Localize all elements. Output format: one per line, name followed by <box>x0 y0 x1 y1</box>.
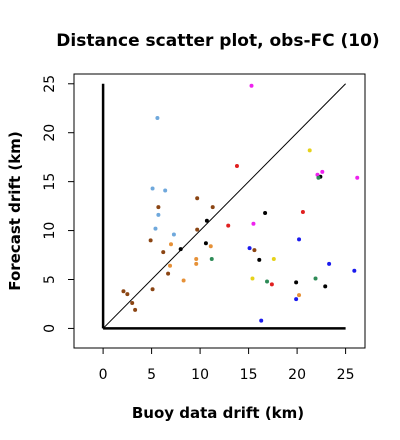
plot-frame <box>73 73 366 349</box>
y-tick-label: 20 <box>42 124 58 142</box>
data-point <box>203 241 208 246</box>
x-tick-label: 10 <box>191 367 209 383</box>
data-point <box>194 256 199 261</box>
data-point <box>156 212 161 217</box>
data-point <box>125 292 130 297</box>
identity-line <box>102 83 346 329</box>
chart-title: Distance scatter plot, obs-FC (10) <box>56 31 379 51</box>
data-point <box>150 186 155 191</box>
data-point <box>156 205 161 210</box>
data-point <box>249 83 254 88</box>
data-point <box>271 256 276 261</box>
data-point <box>171 232 176 237</box>
data-point <box>208 244 213 249</box>
data-point <box>294 297 299 302</box>
data-point <box>327 261 332 266</box>
data-point <box>133 307 138 312</box>
data-point <box>307 148 312 153</box>
data-point <box>195 227 200 232</box>
y-axis-ticks: 0 5 10 15 20 25 <box>42 75 74 333</box>
y-tick-label: 10 <box>42 222 58 240</box>
data-point <box>130 300 135 305</box>
plot-area <box>101 83 360 330</box>
data-point <box>148 238 153 243</box>
data-point <box>265 279 270 284</box>
data-point <box>234 163 239 168</box>
data-point <box>323 284 328 289</box>
x-tick-label: 5 <box>147 367 156 383</box>
data-point <box>313 276 318 281</box>
data-point <box>269 282 274 287</box>
data-point <box>181 278 186 283</box>
data-point <box>210 205 215 210</box>
data-point <box>352 268 357 273</box>
data-point <box>250 276 255 281</box>
data-point <box>263 210 268 215</box>
data-point <box>155 116 160 121</box>
data-point <box>257 257 262 262</box>
data-point <box>161 250 166 255</box>
data-point <box>294 280 299 285</box>
data-point <box>259 318 264 323</box>
data-point <box>252 248 257 253</box>
y-tick-label: 0 <box>42 324 58 333</box>
x-axis-title: Buoy data drift (km) <box>132 404 304 422</box>
data-point <box>178 247 183 252</box>
data-points <box>121 83 360 323</box>
data-point <box>150 287 155 292</box>
data-point <box>297 237 302 242</box>
data-point <box>355 175 360 180</box>
data-point <box>316 175 321 180</box>
y-tick-label: 15 <box>42 173 58 191</box>
x-tick-label: 20 <box>288 367 306 383</box>
x-axis-ticks: 0 5 10 15 20 25 <box>99 348 355 383</box>
y-tick-label: 25 <box>42 75 58 93</box>
y-axis-title: Forecast drift (km) <box>6 131 24 290</box>
data-point <box>251 221 256 226</box>
data-point <box>320 169 325 174</box>
data-point <box>247 246 252 251</box>
data-point <box>194 261 199 266</box>
data-point <box>168 263 173 268</box>
x-tick-label: 15 <box>240 367 258 383</box>
data-point <box>209 256 214 261</box>
data-point <box>297 293 302 298</box>
x-tick-label: 0 <box>99 367 108 383</box>
data-point <box>153 226 158 231</box>
data-point <box>195 196 200 201</box>
data-point <box>163 188 168 193</box>
data-point <box>121 289 126 294</box>
data-point <box>166 271 171 276</box>
data-point <box>169 242 173 247</box>
y-tick-label: 5 <box>42 275 58 284</box>
data-point <box>300 209 305 214</box>
data-point <box>226 223 231 228</box>
data-point <box>204 218 209 223</box>
x-tick-label: 25 <box>337 367 355 383</box>
